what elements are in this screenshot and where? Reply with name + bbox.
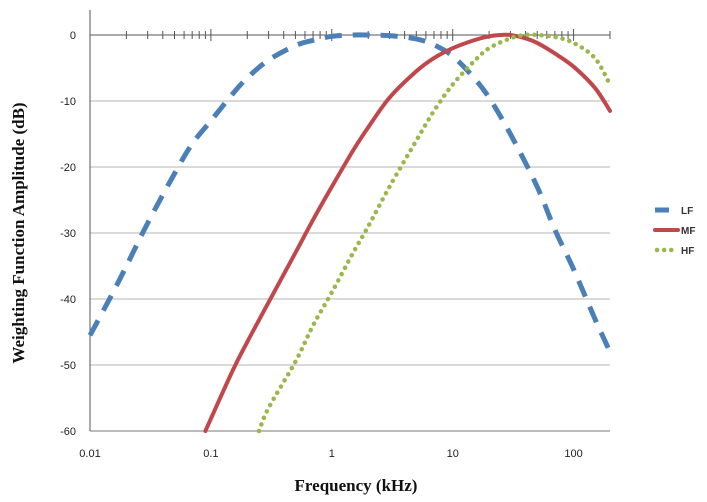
- y-tick-labels: 0 -10 -20 -30 -40 -50 -60: [60, 30, 76, 438]
- legend-label-lf: LF: [681, 206, 693, 217]
- y-tick-label: -30: [60, 228, 76, 240]
- y-axis-title: Weighting Function Amplitude (dB): [9, 102, 28, 363]
- legend-label-hf: HF: [681, 246, 694, 257]
- x-tick-label: 100: [564, 448, 582, 460]
- series-layer: [87, 32, 613, 434]
- x-axis-title: Frequency (kHz): [295, 476, 418, 495]
- grid-lines: [90, 34, 610, 432]
- series-line-mf: [203, 32, 612, 433]
- legend-label-mf: MF: [681, 226, 695, 237]
- y-tick-label: -10: [60, 96, 76, 108]
- y-tick-label: -60: [60, 426, 76, 438]
- y-tick-label: 0: [70, 30, 76, 42]
- y-tick-label: -20: [60, 162, 76, 174]
- y-tick-label: -40: [60, 294, 76, 306]
- x-tick-label: 0.1: [203, 448, 218, 460]
- y-tick-label: -50: [60, 360, 76, 372]
- x-tick-label: 0.01: [79, 448, 100, 460]
- x-tick-label: 1: [329, 448, 335, 460]
- legend: LF MF HF: [653, 206, 695, 257]
- x-tick-label: 10: [447, 448, 459, 460]
- series-line-hf: [256, 32, 613, 434]
- x-tick-labels: 0.01 0.1 1 10 100: [79, 448, 582, 460]
- series-line-lf: [87, 32, 613, 353]
